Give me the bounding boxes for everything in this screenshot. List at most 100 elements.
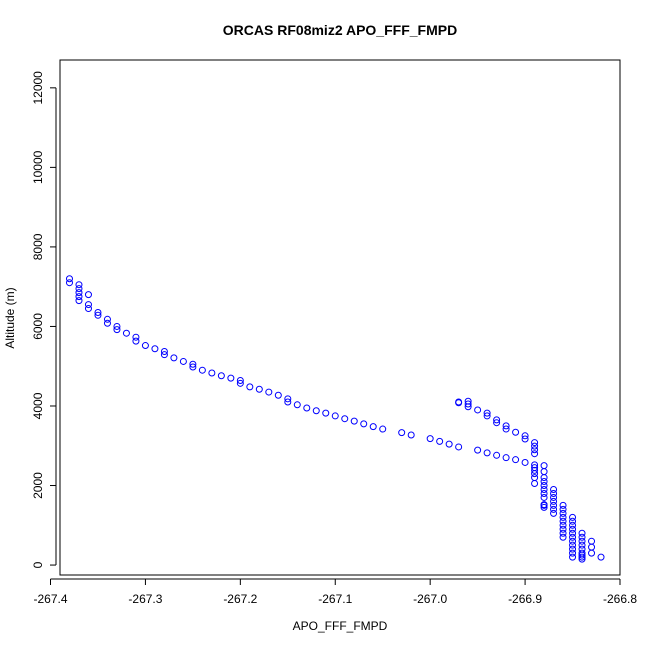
data-point <box>113 322 121 330</box>
y-tick-label: 4000 <box>31 392 45 419</box>
data-point <box>569 545 577 553</box>
x-tick-label: -266.8 <box>603 592 637 606</box>
data-point <box>189 360 197 368</box>
data-point <box>464 403 472 411</box>
data-point <box>350 417 358 425</box>
data-point <box>550 489 558 497</box>
data-point <box>493 419 501 427</box>
x-tick-label: -267.4 <box>33 592 67 606</box>
data-point <box>569 513 577 521</box>
data-point <box>569 517 577 525</box>
data-point <box>65 279 73 287</box>
data-point <box>540 468 548 476</box>
data-point <box>559 533 567 541</box>
x-tick-label: -267.2 <box>223 592 257 606</box>
data-point <box>502 425 510 433</box>
data-point <box>284 398 292 406</box>
data-point <box>540 493 548 501</box>
data-point <box>75 285 83 293</box>
data-point <box>379 425 387 433</box>
data-point <box>540 462 548 470</box>
data-point <box>84 301 92 309</box>
data-points <box>65 275 605 563</box>
data-point <box>531 450 539 458</box>
data-point <box>550 505 558 513</box>
data-point <box>122 329 130 337</box>
data-point <box>369 423 377 431</box>
data-point <box>569 549 577 557</box>
data-point <box>483 412 491 420</box>
data-point <box>559 517 567 525</box>
data-point <box>569 537 577 545</box>
data-point <box>540 482 548 490</box>
data-point <box>483 409 491 417</box>
data-point <box>559 521 567 529</box>
data-point <box>75 289 83 297</box>
data-point <box>521 435 529 443</box>
data-point <box>550 493 558 501</box>
data-point <box>284 395 292 403</box>
data-point <box>103 315 111 323</box>
data-point <box>578 541 586 549</box>
x-tick-label: -266.9 <box>508 592 542 606</box>
y-tick-label: 0 <box>31 561 45 568</box>
data-point <box>578 529 586 537</box>
y-axis: 0 2000 4000 6000 8000 10000 12000 <box>31 71 57 568</box>
data-point <box>103 319 111 327</box>
data-point <box>493 416 501 424</box>
data-point <box>407 431 415 439</box>
data-point <box>236 379 244 387</box>
data-point <box>341 415 349 423</box>
data-point <box>569 521 577 529</box>
data-point <box>540 501 548 509</box>
data-point <box>531 466 539 474</box>
data-point <box>540 503 548 511</box>
data-point <box>75 293 83 301</box>
x-tick-label: -267.3 <box>128 592 162 606</box>
data-point <box>597 553 605 561</box>
plot-frame <box>59 59 621 576</box>
y-tick-label: 8000 <box>31 233 45 260</box>
data-point <box>531 470 539 478</box>
data-point <box>559 505 567 513</box>
data-point <box>474 406 482 414</box>
x-axis-label: APO_FFF_FMPD <box>293 619 388 633</box>
data-point <box>398 429 406 437</box>
chart-title: ORCAS RF08miz2 APO_FFF_FMPD <box>223 22 457 38</box>
data-point <box>426 435 434 443</box>
y-tick-label: 6000 <box>31 313 45 340</box>
data-point <box>217 372 225 380</box>
data-point <box>569 525 577 533</box>
data-point <box>550 501 558 509</box>
data-point <box>322 409 330 417</box>
data-point <box>360 420 368 428</box>
data-point <box>521 458 529 466</box>
data-point <box>84 291 92 299</box>
data-point <box>531 446 539 454</box>
data-point <box>75 281 83 289</box>
data-point <box>588 537 596 545</box>
data-point <box>559 501 567 509</box>
data-point <box>179 357 187 365</box>
data-point <box>559 509 567 517</box>
data-point <box>474 446 482 454</box>
data-point <box>455 399 463 407</box>
data-point <box>160 348 168 355</box>
data-point <box>502 454 510 462</box>
data-point <box>588 549 596 557</box>
data-point <box>293 401 301 409</box>
x-axis: -267.4 -267.3 -267.2 -267.1 -267.0 -266.9 -266… <box>33 578 637 606</box>
data-point <box>550 486 558 493</box>
data-point <box>170 354 178 362</box>
data-point <box>75 297 83 305</box>
data-point <box>578 533 586 541</box>
data-point <box>531 480 539 488</box>
data-point <box>455 443 463 451</box>
data-point <box>255 385 263 393</box>
data-point <box>540 474 548 482</box>
data-point <box>569 541 577 549</box>
data-point <box>208 369 216 377</box>
data-point <box>559 525 567 533</box>
data-point <box>521 432 529 440</box>
